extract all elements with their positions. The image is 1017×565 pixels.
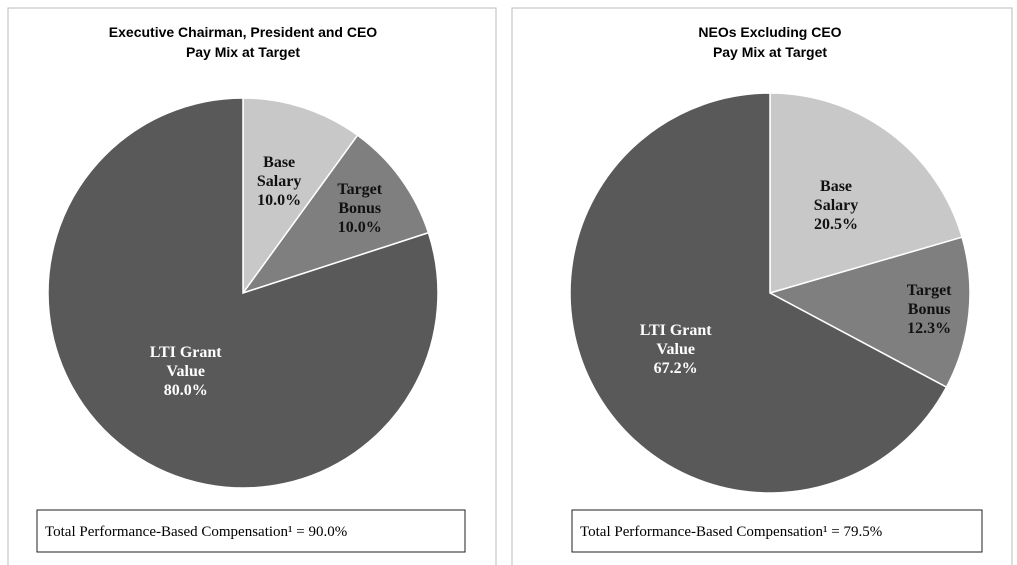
slice-label-box: Target Bonus 12.3% — [879, 281, 979, 338]
chart-subtitle: Pay Mix at Target — [713, 44, 827, 60]
value-label: 10.0% — [337, 218, 382, 236]
slice-label-box: Base Salary 20.5% — [786, 177, 886, 234]
pie-slice — [241, 134, 430, 295]
slice-label-box: Base Salary 10.0% — [229, 153, 329, 210]
pie-slice — [47, 97, 439, 489]
panel-border — [511, 7, 1013, 565]
category-label: LTI Grant Value — [149, 344, 222, 381]
annotation: Total Performance-Based Compensation¹ = … — [580, 524, 882, 540]
annotation-box — [571, 509, 983, 553]
pie-slice — [242, 97, 359, 296]
pie-slice — [769, 92, 963, 294]
panel-border — [7, 7, 497, 565]
category-label: LTI Grant Value — [639, 322, 712, 359]
value-label: 67.2% — [653, 360, 698, 378]
pie-slice — [569, 92, 948, 494]
value-label: 12.3% — [907, 320, 952, 338]
annotation: Total Performance-Based Compensation¹ = … — [45, 524, 347, 540]
value-label: 10.0% — [257, 192, 302, 210]
pie-slice — [768, 236, 971, 389]
category-label: Target Bonus — [337, 180, 383, 217]
category-label: Target Bonus — [906, 282, 952, 319]
slice-label-box: LTI Grant Value 67.2% — [626, 321, 726, 378]
annotation-box — [36, 509, 466, 553]
slice-label-box: Target Bonus 10.0% — [310, 180, 410, 237]
category-label: Base Salary — [813, 177, 859, 214]
chart-subtitle: Pay Mix at Target — [186, 44, 300, 60]
chart-title: Executive Chairman, President and CEO — [109, 24, 378, 40]
value-label: 20.5% — [814, 215, 859, 233]
value-label: 80.0% — [163, 382, 208, 400]
slice-label-box: LTI Grant Value 80.0% — [136, 343, 236, 400]
chart-title: NEOs Excluding CEO — [698, 24, 841, 40]
category-label: Base Salary — [256, 154, 302, 191]
